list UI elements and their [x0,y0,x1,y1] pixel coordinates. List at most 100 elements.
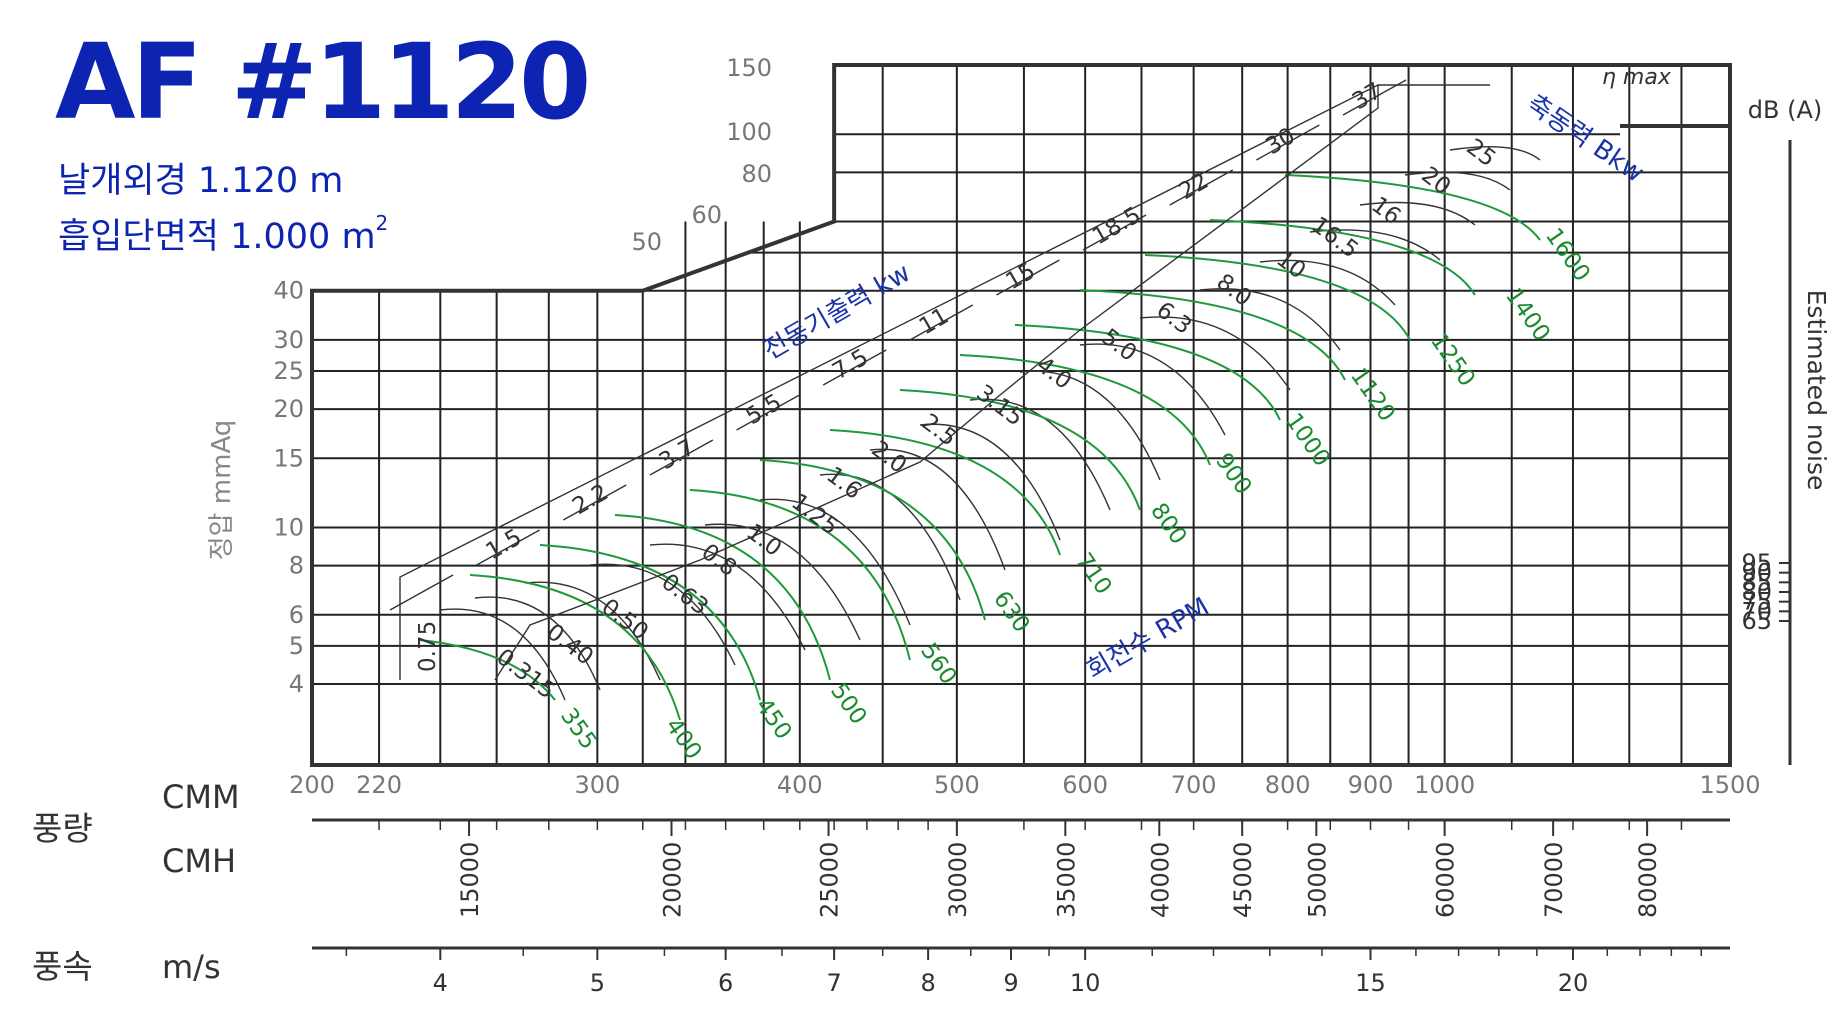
cmh-tick-label: 20000 [658,842,686,918]
chart-frame [310,63,1732,767]
bkw-label: 16 [1366,192,1405,230]
rpm-curve [1209,219,1476,296]
bkw-curve [1019,370,1161,481]
rpm-curve [419,639,556,701]
velocity-tick-label: 20 [1558,969,1589,997]
cmm-label: CMM [162,778,240,816]
bkw-curve [869,448,1006,571]
y-tick-label: 6 [289,601,304,629]
bkw-curve [1079,343,1226,436]
y-tick-label: 100 [726,118,772,146]
bkw-label: 5.0 [1096,324,1141,367]
flow-label: 풍량 [32,809,93,848]
inlet-area-label: 흡입단면적 1.000 m2 [58,211,388,257]
x-tick-label: 600 [1062,771,1108,799]
rpm-curve [539,544,761,701]
y-tick-label: 15 [273,444,304,472]
velocity-tick-label: 5 [590,969,605,997]
velocity-label: 풍속 [32,947,93,986]
y2-unit-label: dB (A) [1748,96,1822,124]
rpm-curve [1144,254,1411,341]
x-tick-label: 200 [289,771,335,799]
y-tick-label: 10 [273,514,304,542]
velocity-tick-label: 10 [1070,969,1101,997]
y2-tick-label: 95 [1741,549,1772,577]
bkw-label: 2.5 [916,409,961,452]
y-tick-label: 8 [289,552,304,580]
bkw-label: 1.25 [786,489,843,541]
cmh-tick-label: 40000 [1146,842,1174,918]
x-tick-label: 800 [1265,771,1311,799]
axes: 200 220 300 400 500 600 700 800 900 1000 150045681… [273,54,1792,997]
bkw-curve [589,563,736,666]
y2-tick-label: 65 [1741,607,1772,635]
rpm-label: 450 [750,694,796,745]
rpm-curve [759,459,986,621]
motor-kw-tick [736,394,800,431]
bkw-curve [759,498,911,626]
y2-axis-label: Estimated noise [1802,290,1831,491]
bkw-curve [439,608,566,701]
y-tick-label: 25 [273,357,304,385]
bkw-label: 2.0 [866,436,911,479]
rpm-curve [899,389,1141,511]
eta-max-label: η max [1602,65,1672,90]
cmh-tick-label: 35000 [1052,842,1080,918]
rpm-label: 1250 [1425,329,1480,392]
rpm-label: 400 [660,714,706,765]
y-tick-label: 4 [289,670,304,698]
motor-kw-label: 0.75 [415,621,441,672]
y-tick-label: 5 [289,632,304,660]
envelope-boundary [399,83,1379,681]
y2-tick-label: 85 [1741,568,1772,596]
bkw-label: 0.40 [541,619,598,671]
x-tick-label: 220 [356,771,402,799]
x-tick-label: 500 [934,771,980,799]
y-tick-label: 20 [273,395,304,423]
y2-tick-label: 75 [1741,588,1772,616]
bkw-curve [919,423,1061,541]
bkw-label: 0.8 [696,539,741,582]
y2-tick-label: 70 [1741,597,1772,625]
bkw-curve [1449,146,1541,161]
x-tick-label: 300 [574,771,620,799]
motor-kw-tick [1342,79,1407,116]
y-tick-label: 80 [741,160,772,188]
y-tick-label: 30 [273,326,304,354]
motor-kw-tick [909,304,974,341]
operating-envelope [399,83,1490,681]
bkw-label: 16.5 [1306,212,1363,264]
bkw-curves [439,146,1541,701]
cmh-tick-label: 45000 [1229,842,1257,918]
x-tick-label: 400 [777,771,823,799]
bkw-label: 0.50 [596,594,653,646]
cmh-tick-label: 60000 [1432,842,1460,918]
cmh-tick-label: 80000 [1634,842,1662,918]
motor-kw-tick [822,349,887,386]
rpm-curve [469,574,681,721]
velocity-tick-label: 6 [718,969,733,997]
bkw-curve [969,398,1111,511]
velocity-tick-label: 7 [827,969,842,997]
bkw-curve [474,596,601,691]
rpm-label: 1120 [1345,364,1400,427]
rpm-label: 1400 [1500,284,1555,347]
rpm-label: 900 [1210,449,1256,500]
grid-lines [312,64,1730,765]
bkw-label: 6.3 [1151,297,1196,340]
motor-kw-tick [649,439,714,476]
motor-kw-tick [1169,169,1234,206]
motor-kw-label: 18.5 [1088,202,1145,250]
velocity-tick-label: 8 [920,969,935,997]
bkw-curve [649,543,806,651]
bkw-curve [1359,201,1476,226]
cmh-label: CMH [162,842,236,880]
motor-kw-tick [476,529,540,566]
rpm-curve [1079,289,1346,381]
x-tick-label: 900 [1348,771,1394,799]
rpm-label: 710 [1070,549,1116,600]
rpm-curve [829,429,1061,556]
curve-labels: 0.751.52.23.75.57.5111518.52230370.3150.… [389,78,1595,765]
